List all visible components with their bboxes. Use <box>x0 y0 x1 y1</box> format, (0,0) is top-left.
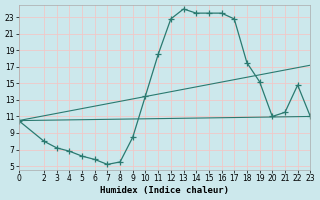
X-axis label: Humidex (Indice chaleur): Humidex (Indice chaleur) <box>100 186 229 195</box>
